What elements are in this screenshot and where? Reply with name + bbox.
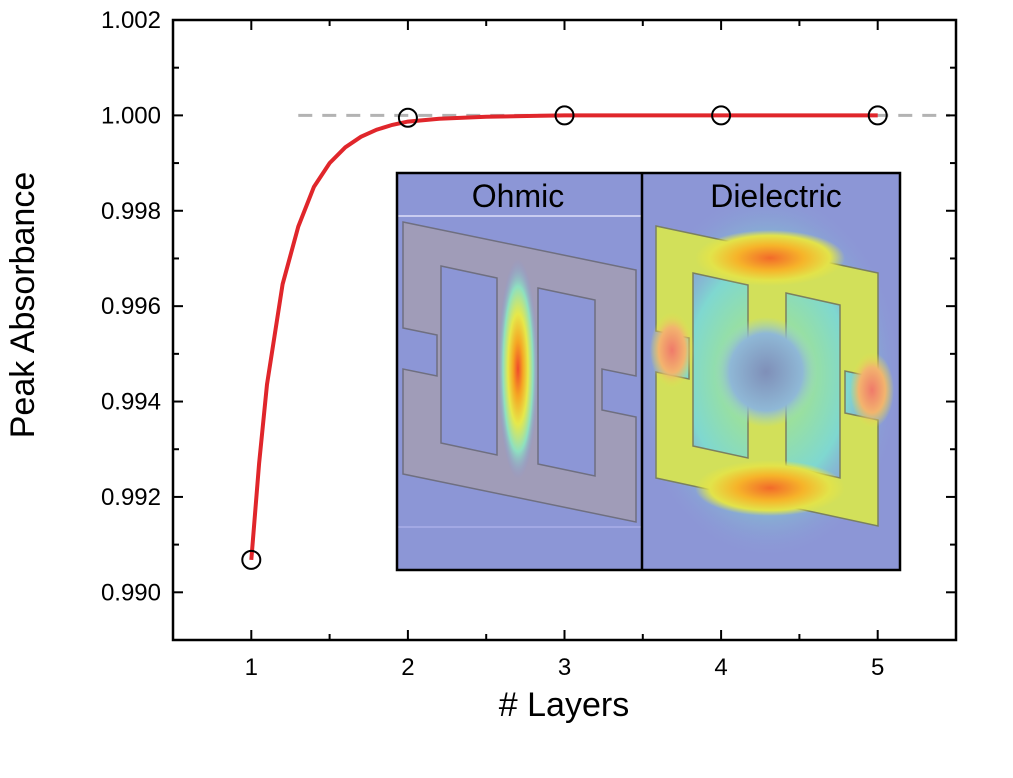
y-tick-label: 1.002 bbox=[101, 7, 161, 34]
y-tick-label: 0.998 bbox=[101, 198, 161, 225]
data-point bbox=[867, 105, 888, 126]
data-markers bbox=[241, 105, 888, 570]
plot-area bbox=[249, 113, 950, 561]
dielectric-panel bbox=[642, 173, 900, 570]
data-point bbox=[554, 105, 575, 126]
dielectric-panel-title: Dielectric bbox=[710, 178, 842, 214]
data-point bbox=[241, 549, 262, 570]
data-point bbox=[711, 105, 732, 126]
x-tick-label: 3 bbox=[558, 654, 571, 681]
x-tick-label: 5 bbox=[871, 654, 884, 681]
y-tick-label: 0.996 bbox=[101, 293, 161, 320]
y-tick-label: 0.992 bbox=[101, 484, 161, 511]
x-axis: 1 2 3 4 5 bbox=[172, 20, 957, 681]
ohmic-panel-title: Ohmic bbox=[472, 178, 564, 214]
y-tick-label: 0.994 bbox=[101, 389, 161, 416]
fit-curve bbox=[249, 113, 878, 561]
y-tick-label: 1.000 bbox=[101, 102, 161, 129]
x-tick-label: 2 bbox=[401, 654, 414, 681]
y-axis-title: Peak Absorbance bbox=[4, 172, 42, 439]
x-tick-label: 4 bbox=[714, 654, 727, 681]
x-axis-title: # Layers bbox=[499, 686, 629, 724]
x-tick-label: 1 bbox=[245, 654, 258, 681]
y-tick-label: 0.990 bbox=[101, 579, 161, 606]
field-map-inset: Ohmic Dielectric bbox=[395, 171, 902, 572]
data-point bbox=[397, 107, 418, 128]
y-axis: 0.990 0.992 0.994 0.996 0.998 1.000 1.002 bbox=[101, 7, 956, 641]
ohmic-panel bbox=[397, 173, 642, 570]
